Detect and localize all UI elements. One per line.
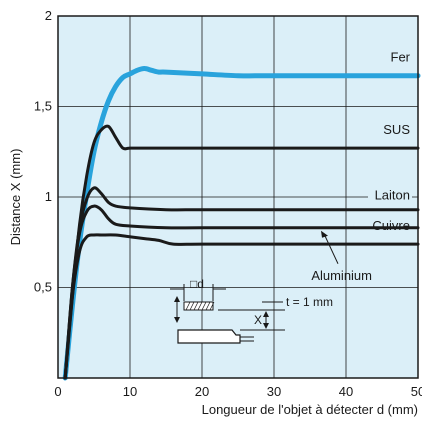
series-line-fer bbox=[62, 66, 421, 381]
plate-hatch bbox=[189, 301, 195, 311]
x-tick-label: 40 bbox=[339, 384, 353, 399]
d-dimension-label: □d bbox=[190, 277, 204, 291]
y-tick-label: 1,5 bbox=[34, 99, 52, 114]
x-tick-label: 20 bbox=[195, 384, 209, 399]
x-tick-label: 30 bbox=[267, 384, 281, 399]
x-tick-label: 10 bbox=[123, 384, 137, 399]
plate-hatch bbox=[201, 301, 207, 311]
x-arrow-bottom bbox=[263, 323, 269, 329]
series-label-aluminium: Aluminium bbox=[311, 268, 372, 283]
x-arrow-top bbox=[263, 311, 269, 317]
series-label-laiton: Laiton bbox=[375, 188, 410, 203]
plate-hatch bbox=[205, 301, 211, 311]
plate-hatch bbox=[209, 301, 215, 311]
y-axis-label: Distance X (mm) bbox=[8, 149, 23, 246]
x-axis-label: Longueur de l'objet à détecter d (mm) bbox=[202, 402, 418, 417]
t-arrow-head-top bbox=[174, 296, 180, 302]
plate-hatch bbox=[193, 301, 199, 311]
y-tick-label: 0,5 bbox=[34, 280, 52, 295]
series-label-cuivre: Cuivre bbox=[372, 218, 410, 233]
aluminium-arrow bbox=[323, 233, 339, 264]
sensor-body bbox=[177, 329, 241, 344]
plate-hatch bbox=[197, 301, 203, 311]
x-tick-label: 50 bbox=[411, 384, 422, 399]
y-tick-label: 1 bbox=[45, 189, 52, 204]
x-tick-label: 0 bbox=[54, 384, 61, 399]
x-dimension-label: X bbox=[254, 313, 262, 327]
aluminium-arrowhead bbox=[321, 230, 328, 238]
series-label-fer: Fer bbox=[391, 50, 411, 65]
t-dimension-label: t = 1 mm bbox=[286, 295, 333, 309]
tick-labels: 0 10 20 30 40 50 0,5 1 1,5 2 bbox=[34, 8, 422, 399]
sensor-diagram: □d t = 1 mm X bbox=[170, 277, 333, 344]
y-tick-label: 2 bbox=[45, 8, 52, 23]
series-line-aluminium bbox=[63, 204, 420, 380]
series-line-cuivre bbox=[63, 233, 420, 380]
target-plate bbox=[183, 301, 214, 311]
label-background bbox=[368, 188, 412, 203]
series-label-sus: SUS bbox=[383, 122, 410, 137]
plot-frame bbox=[57, 15, 419, 379]
t-arrow-head-bottom bbox=[174, 317, 180, 323]
series-lines bbox=[62, 66, 421, 381]
plate-hatch bbox=[185, 301, 191, 311]
series-labels: Fer SUS Laiton Cuivre Aluminium bbox=[311, 50, 412, 283]
